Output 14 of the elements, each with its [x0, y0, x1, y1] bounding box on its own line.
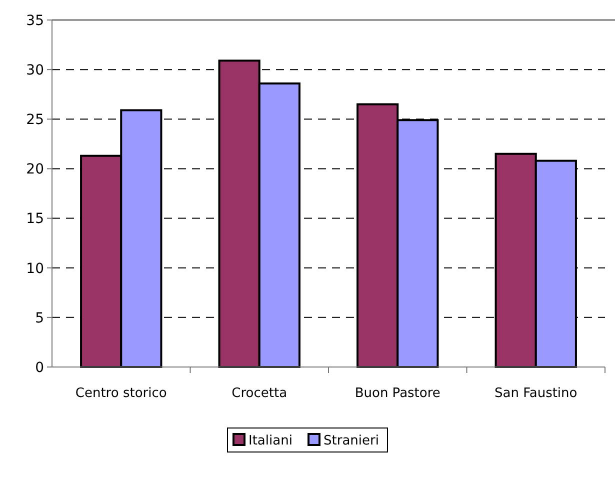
y-tick-label: 35 — [26, 12, 44, 29]
legend-label: Stranieri — [324, 434, 379, 449]
y-tick-label: 10 — [26, 260, 44, 277]
x-tick-label: Buon Pastore — [354, 386, 440, 401]
y-tick-label: 0 — [35, 360, 44, 376]
x-tick-label: Crocetta — [232, 386, 288, 401]
y-tick-label: 5 — [35, 310, 44, 326]
y-tick-label: 25 — [26, 112, 44, 128]
y-tick-label: 15 — [26, 211, 44, 228]
y-tick-label: 20 — [26, 162, 44, 178]
y-tick-label: 30 — [26, 62, 44, 78]
x-tick-label: Centro storico — [75, 386, 167, 401]
legend-label: Italiani — [248, 434, 292, 449]
x-tick-label: San Faustino — [494, 386, 578, 401]
